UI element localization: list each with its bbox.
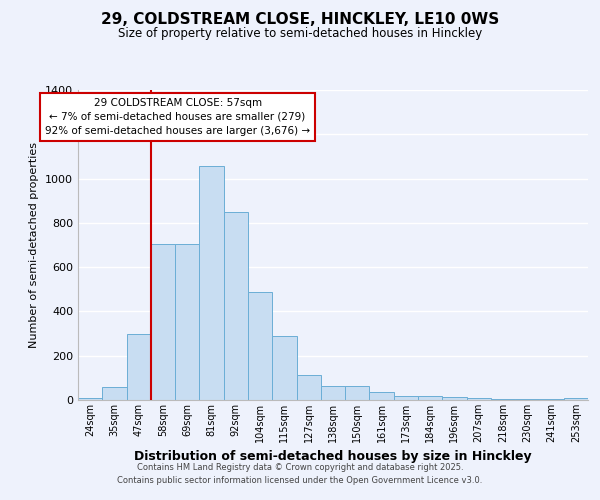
Bar <box>224 212 248 400</box>
Text: Contains public sector information licensed under the Open Government Licence v3: Contains public sector information licen… <box>118 476 482 485</box>
Bar <box>127 334 151 400</box>
Bar <box>199 166 224 400</box>
Bar <box>370 392 394 400</box>
Bar <box>394 396 418 400</box>
Bar <box>491 398 515 400</box>
Bar <box>296 375 321 400</box>
Text: Contains HM Land Registry data © Crown copyright and database right 2025.: Contains HM Land Registry data © Crown c… <box>137 464 463 472</box>
Bar <box>564 398 588 400</box>
Text: Size of property relative to semi-detached houses in Hinckley: Size of property relative to semi-detach… <box>118 28 482 40</box>
Bar <box>151 244 175 400</box>
Bar <box>515 399 539 400</box>
Bar <box>345 386 370 400</box>
Bar <box>248 292 272 400</box>
Bar <box>78 398 102 400</box>
Text: 29, COLDSTREAM CLOSE, HINCKLEY, LE10 0WS: 29, COLDSTREAM CLOSE, HINCKLEY, LE10 0WS <box>101 12 499 28</box>
Bar <box>467 398 491 400</box>
Bar <box>272 336 296 400</box>
Bar <box>321 386 345 400</box>
Bar <box>418 396 442 400</box>
Y-axis label: Number of semi-detached properties: Number of semi-detached properties <box>29 142 40 348</box>
Bar <box>175 244 199 400</box>
Bar <box>442 396 467 400</box>
Bar <box>102 386 127 400</box>
Text: 29 COLDSTREAM CLOSE: 57sqm
← 7% of semi-detached houses are smaller (279)
92% of: 29 COLDSTREAM CLOSE: 57sqm ← 7% of semi-… <box>45 98 310 136</box>
X-axis label: Distribution of semi-detached houses by size in Hinckley: Distribution of semi-detached houses by … <box>134 450 532 464</box>
